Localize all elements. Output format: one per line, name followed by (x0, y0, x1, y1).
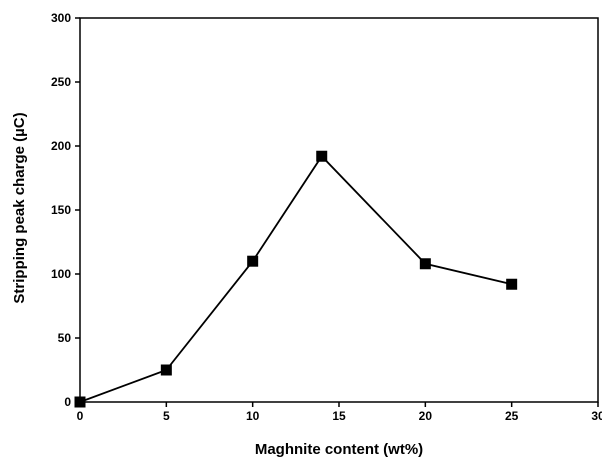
y-tick-label: 150 (51, 203, 71, 217)
data-series (74, 150, 518, 408)
y-tick-label: 300 (51, 11, 71, 25)
data-point-marker (506, 278, 518, 290)
data-point-marker (247, 255, 259, 267)
y-tick-label: 50 (58, 331, 72, 345)
x-tick-label: 30 (591, 409, 602, 423)
data-point-marker (160, 364, 172, 376)
plot-frame (79, 17, 599, 403)
y-axis-title: Stripping peak charge (µC) (11, 112, 28, 303)
x-tick-label: 0 (77, 409, 84, 423)
x-tick-label: 10 (246, 409, 260, 423)
y-tick-label: 200 (51, 139, 71, 153)
y-tick-label: 0 (64, 395, 71, 409)
series-line (79, 154, 512, 403)
data-point-marker (419, 258, 431, 270)
data-point-marker (316, 150, 328, 162)
x-axis-title: Maghnite content (wt%) (255, 441, 423, 458)
x-tick-label: 5 (163, 409, 170, 423)
x-tick-label: 25 (505, 409, 519, 423)
y-tick-label: 100 (51, 267, 71, 281)
y-tick-label: 250 (51, 75, 71, 89)
x-tick-label: 20 (419, 409, 433, 423)
axis-ticks (75, 17, 599, 407)
x-tick-label: 15 (332, 409, 346, 423)
